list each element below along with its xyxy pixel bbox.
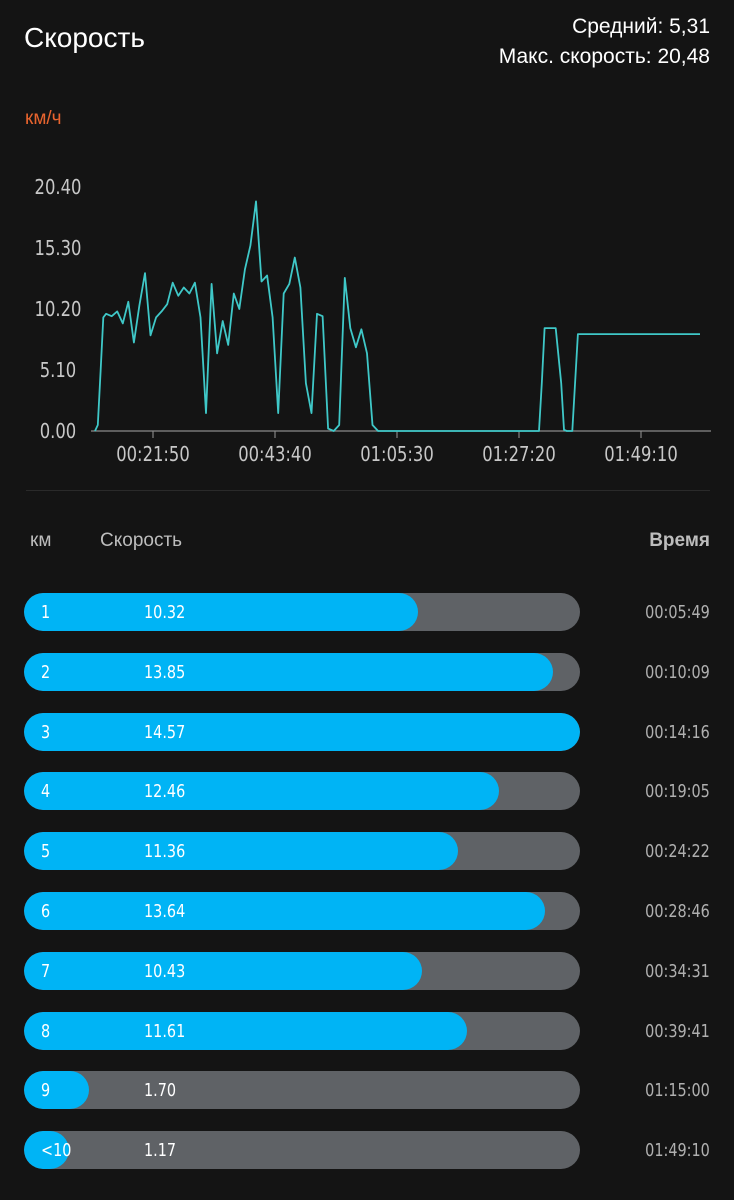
speed-bar-fill [24, 891, 545, 930]
max-speed: Макс. скорость: 20,48 [498, 45, 710, 68]
x-tick-label: 00:43:40 [238, 444, 312, 467]
speed-bar-track [24, 832, 580, 871]
column-header-speed: Скорость [100, 530, 183, 551]
split-time: 00:39:41 [645, 1020, 710, 1042]
y-tick-label: 15.30 [35, 238, 82, 261]
speed-bar-track [24, 712, 580, 751]
speed-chart: 0.00 5.10 10.20 15.30 20.40 00:21:50 00:43:40… [35, 177, 711, 466]
split-km: 9 [41, 1080, 51, 1102]
speed-bar-track [24, 891, 580, 930]
split-km: 4 [41, 781, 51, 803]
speed-bar-track [24, 652, 580, 691]
split-time: 01:15:00 [645, 1080, 710, 1102]
speed-bar-fill [24, 1131, 69, 1170]
speed-bar-track [24, 1011, 580, 1050]
speed-bar-fill [24, 1011, 468, 1050]
split-speed: 11.36 [144, 841, 186, 863]
split-km: 2 [41, 661, 51, 683]
speed-bar-track [24, 951, 580, 990]
split-km: 6 [41, 900, 51, 922]
divider [26, 490, 710, 491]
split-speed: 1.70 [144, 1080, 177, 1102]
x-tick-label: 01:05:30 [360, 444, 434, 467]
split-time: 00:19:05 [645, 781, 710, 803]
split-row: 9 1.70 01:15:00 [0, 1071, 734, 1110]
split-km: <10 [41, 1140, 72, 1162]
x-axis: 00:21:50 00:43:40 01:05:30 01:27:20 01:49:10 [116, 431, 678, 466]
speed-bar-fill [24, 832, 458, 871]
speed-series-line [94, 200, 700, 432]
split-time: 00:28:46 [645, 900, 710, 922]
split-speed: 14.57 [144, 721, 186, 743]
split-row: 2 13.85 00:10:09 [0, 652, 734, 691]
speed-bar-fill [24, 951, 422, 990]
speed-bar-fill [24, 772, 500, 811]
x-tick-label: 01:27:20 [482, 444, 556, 467]
column-header-time: Время [649, 530, 710, 551]
split-speed: 13.85 [144, 661, 186, 683]
split-time: 01:49:10 [645, 1140, 710, 1162]
speed-summary: Средний: 5,31 Макс. скорость: 20,48 [499, 12, 710, 72]
split-time: 00:34:31 [645, 960, 710, 982]
split-speed: 10.32 [144, 602, 186, 623]
split-km: 1 [41, 602, 51, 623]
speed-bar-track [24, 593, 580, 631]
split-list: 1 10.32 00:05:49 2 13.85 00:10:09 3 14.5… [0, 593, 734, 1191]
split-speed: 1.17 [144, 1140, 177, 1162]
x-tick-label: 00:21:50 [116, 444, 190, 467]
split-row: 3 14.57 00:14:16 [0, 712, 734, 751]
page-title: Скорость [24, 22, 145, 53]
x-tick-label: 01:49:10 [604, 444, 678, 467]
y-tick-label: 10.20 [35, 299, 82, 322]
split-time: 00:24:22 [645, 841, 710, 863]
split-row: 7 10.43 00:34:31 [0, 951, 734, 990]
speed-bar-fill [24, 1071, 89, 1110]
split-time: 00:05:49 [645, 602, 710, 623]
split-row: 5 11.36 00:24:22 [0, 832, 734, 871]
y-tick-label: 5.10 [40, 360, 76, 383]
chart-unit-label: км/ч [25, 108, 62, 129]
split-km: 8 [41, 1020, 51, 1042]
split-km: 3 [41, 721, 51, 743]
column-header-km: км [30, 530, 52, 551]
split-km: 7 [41, 960, 51, 982]
speed-bar-fill [24, 593, 418, 631]
y-axis: 0.00 5.10 10.20 15.30 20.40 [35, 177, 82, 444]
split-row: <10 1.17 01:49:10 [0, 1131, 734, 1170]
speed-bar-fill [24, 712, 580, 751]
y-tick-label: 0.00 [40, 421, 76, 444]
speed-bar-fill [24, 652, 553, 691]
y-tick-label: 20.40 [35, 177, 82, 200]
split-time: 00:10:09 [645, 661, 710, 683]
speed-bar-track [24, 1131, 580, 1170]
split-row: 8 11.61 00:39:41 [0, 1011, 734, 1050]
speed-bar-track [24, 1071, 580, 1110]
split-speed: 11.61 [144, 1020, 186, 1042]
split-row: 4 12.46 00:19:05 [0, 772, 734, 811]
split-speed: 10.43 [144, 960, 186, 982]
split-time: 00:14:16 [645, 721, 710, 743]
speed-bar-track [24, 772, 580, 811]
split-row: 1 10.32 00:05:49 [0, 593, 734, 631]
split-speed: 13.64 [144, 900, 186, 922]
split-row: 6 13.64 00:28:46 [0, 891, 734, 930]
split-km: 5 [41, 841, 51, 863]
split-speed: 12.46 [144, 781, 186, 803]
average-speed: Средний: 5,31 [572, 15, 710, 38]
